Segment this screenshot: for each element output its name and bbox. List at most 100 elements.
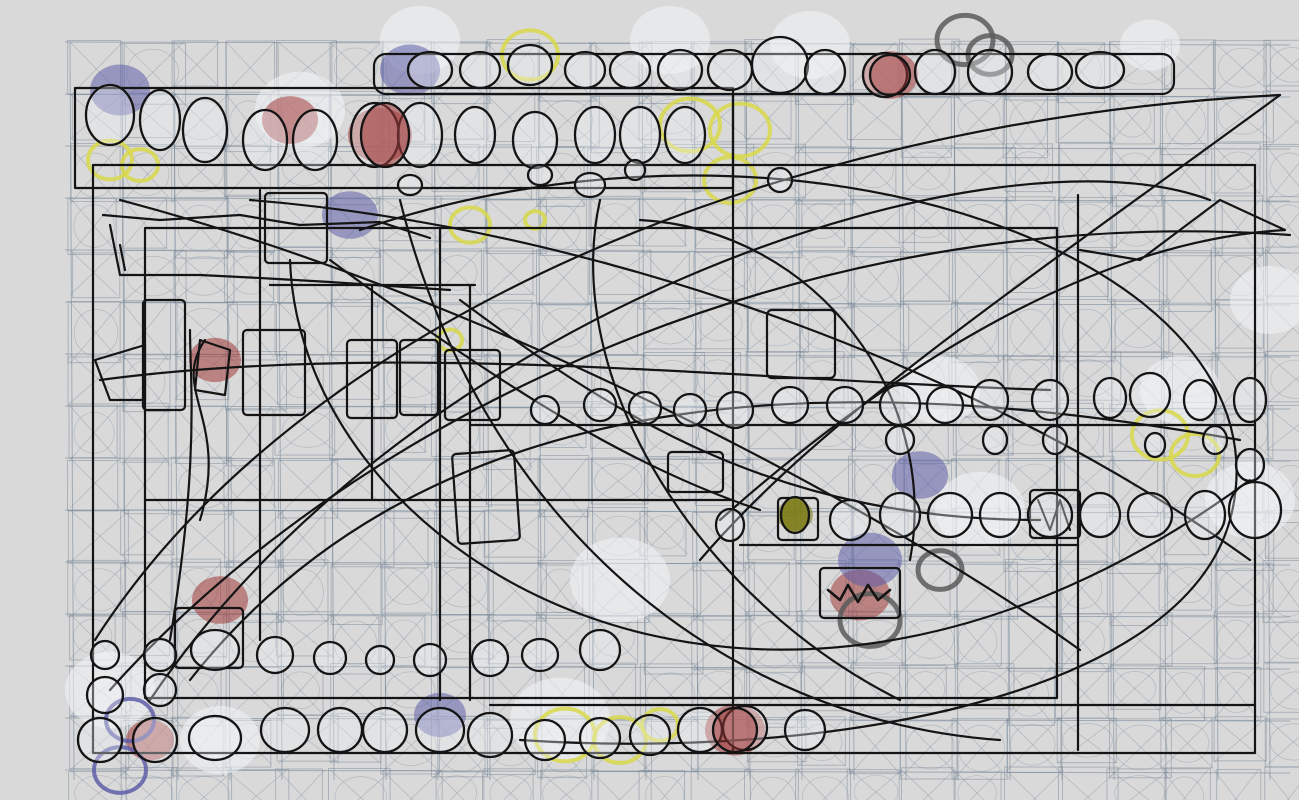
grid-hatch-line xyxy=(797,457,858,510)
grid-hatch-line xyxy=(485,145,534,202)
grid-hatch-line xyxy=(1265,736,1299,767)
grid-hatch-line xyxy=(277,145,332,192)
grid-scribble xyxy=(905,151,950,190)
grid-hatch-line xyxy=(589,457,647,505)
grid-hatch-line xyxy=(329,717,382,764)
grid-scribble xyxy=(749,515,790,552)
grid-hatch-line xyxy=(1265,162,1299,204)
grid-hatch-line xyxy=(485,353,537,406)
grid-hatch-line xyxy=(693,197,751,248)
ink-ellipse xyxy=(181,96,229,164)
grid-hatch-line xyxy=(797,769,828,800)
grid-hatch-line xyxy=(225,613,281,669)
grid-scribble xyxy=(1269,204,1299,248)
grid-hatch-line xyxy=(849,197,913,256)
grid-hatch-line xyxy=(485,41,539,96)
grid-cell xyxy=(434,195,486,243)
grid-cell xyxy=(225,351,287,411)
grid-cell xyxy=(380,615,426,667)
ink-ellipse xyxy=(470,638,510,678)
grid-hatch-line xyxy=(121,197,167,249)
grid-hatch-line xyxy=(277,353,324,404)
grid-hatch-line xyxy=(641,613,701,672)
grid-cell xyxy=(380,405,426,453)
grid-hatch-line xyxy=(1005,145,1053,195)
grid-hatch-line xyxy=(953,613,1001,670)
grid-hatch-line xyxy=(433,405,483,459)
grid-hatch-line xyxy=(953,613,1001,670)
ink-ellipse xyxy=(913,48,957,96)
ink-ellipse xyxy=(1078,491,1122,539)
grid-cell xyxy=(1057,766,1119,800)
grid-hatch-line xyxy=(409,769,442,800)
grid-hatch-line xyxy=(329,249,379,309)
grid-hatch-line xyxy=(797,353,846,410)
grid-hatch-line xyxy=(901,301,960,354)
grid-scribble xyxy=(229,620,277,663)
grid-cell xyxy=(899,720,958,780)
grid-scribble xyxy=(73,204,115,248)
grid-cell xyxy=(1109,563,1169,626)
grid-hatch-line xyxy=(225,613,281,669)
ink-ellipse xyxy=(506,43,554,87)
grid-cell xyxy=(1002,298,1055,361)
grid-hatch-line xyxy=(901,249,951,300)
grid-scribble xyxy=(229,255,272,295)
ink-ellipse xyxy=(825,385,865,425)
grid-hatch-line xyxy=(901,613,959,665)
grid-cell xyxy=(746,665,806,728)
grid-cell xyxy=(1215,666,1262,721)
grid-hatch-line xyxy=(1213,353,1268,416)
grid-scribble xyxy=(1269,152,1299,197)
grid-hatch-line xyxy=(1265,145,1299,188)
grid-scribble xyxy=(1269,619,1299,660)
grid-hatch-line xyxy=(797,93,854,152)
grid-cell xyxy=(277,354,324,405)
grid-cell xyxy=(590,96,652,154)
grid-line xyxy=(64,353,1291,358)
grid-hatch-line xyxy=(901,717,959,777)
grid-hatch-line xyxy=(225,41,275,94)
grid-cell xyxy=(794,146,854,205)
grid-hatch-line xyxy=(1161,301,1220,360)
grid-hatch-line xyxy=(277,769,307,800)
grid-cell xyxy=(1005,196,1056,250)
grid-hatch-line xyxy=(797,665,843,711)
grid-hatch-line xyxy=(449,769,481,800)
grid-cell xyxy=(1002,355,1053,402)
grid-scribble xyxy=(437,255,478,291)
grid-hatch-line xyxy=(716,769,754,800)
grid-hatch-line xyxy=(641,717,696,773)
grid-hatch-line xyxy=(1005,301,1057,363)
grid-hatch-line xyxy=(225,405,273,464)
grid-scribble xyxy=(229,204,269,249)
grid-hatch-line xyxy=(485,717,537,773)
grid-cell xyxy=(690,768,751,800)
grid-hatch-line xyxy=(142,769,178,800)
grid-cell xyxy=(638,770,686,800)
grid-cell xyxy=(747,512,795,561)
ink-ellipse xyxy=(412,642,448,678)
grid-hatch-line xyxy=(693,301,747,347)
grid-cell xyxy=(743,252,794,310)
ink-ellipse xyxy=(255,635,295,675)
grid-hatch-line xyxy=(1057,457,1115,507)
grid-hatch-line xyxy=(277,509,328,566)
grid-cell xyxy=(434,511,486,568)
ink-ellipse xyxy=(526,163,554,187)
ink-ellipse xyxy=(623,158,647,182)
grid-line xyxy=(64,457,1291,462)
grid-cell xyxy=(1212,40,1271,93)
grid-hatch-line xyxy=(89,769,128,800)
grid-hatch-line xyxy=(69,93,124,140)
grid-hatch-line xyxy=(1161,197,1221,254)
grid-scribble xyxy=(906,724,955,770)
ink-ellipse xyxy=(608,50,652,90)
grid-scribble xyxy=(1009,203,1052,245)
grid-scribble xyxy=(854,672,903,716)
grid-hatch-line xyxy=(69,353,127,404)
grid-hatch-line xyxy=(381,145,438,191)
grid-cell xyxy=(1264,350,1299,403)
grid-cell xyxy=(1059,142,1113,203)
